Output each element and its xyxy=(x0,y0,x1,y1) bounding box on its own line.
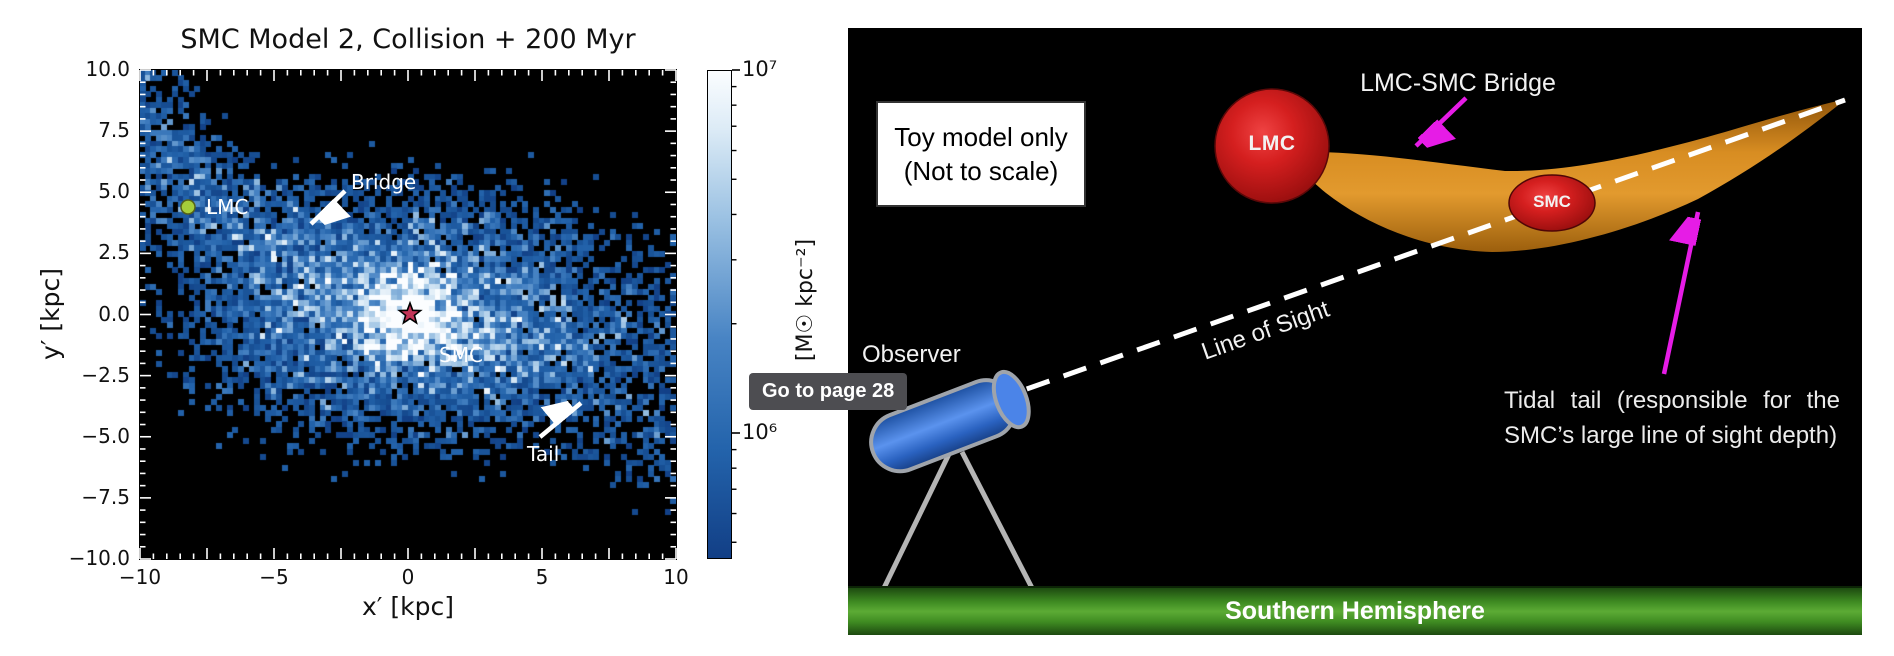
smc-sphere-label: SMC xyxy=(1533,192,1571,211)
go-to-page-tooltip[interactable]: Go to page 28 xyxy=(749,373,908,410)
southern-hemisphere-label: Southern Hemisphere xyxy=(1225,597,1485,625)
x-tick-label: 0 xyxy=(401,565,415,589)
plot-title: SMC Model 2, Collision + 200 Myr xyxy=(180,24,636,55)
y-tick-label: −7.5 xyxy=(81,484,130,509)
y-tick-label: −2.5 xyxy=(81,362,130,387)
y-tick-label: 2.5 xyxy=(98,240,130,265)
y-tick-label: 10.0 xyxy=(85,57,130,81)
x-tick-label: 10 xyxy=(663,565,689,589)
colorbar xyxy=(707,70,732,559)
lmc-sphere-label: LMC xyxy=(1248,132,1296,155)
density-heatmap-canvas xyxy=(140,70,676,559)
note-line-1: Toy model only xyxy=(894,121,1068,152)
tail-annotation-label: Tail xyxy=(527,442,560,466)
y-tick-label: 7.5 xyxy=(98,118,130,143)
y-tick-label: 0.0 xyxy=(98,301,130,326)
toy-model-note-box: Toy model only (Not to scale) xyxy=(876,101,1086,207)
x-tick-label: −10 xyxy=(118,565,162,589)
y-tick-label: −10.0 xyxy=(68,546,130,570)
x-tick-label: 5 xyxy=(535,565,549,589)
x-tick-label: −5 xyxy=(259,565,289,589)
lmc-annotation-label: LMC xyxy=(206,195,249,219)
colorbar-max-label: 10⁷ xyxy=(742,57,778,81)
x-axis-label: x′ [kpc] xyxy=(361,592,455,621)
density-plot xyxy=(139,69,677,560)
colorbar-ticks xyxy=(732,69,740,543)
y-tick-label: 5.0 xyxy=(98,179,130,204)
observer-label: Observer xyxy=(862,341,961,368)
southern-hemisphere-bar: Southern Hemisphere xyxy=(848,586,1862,635)
y-tick-label: −5.0 xyxy=(81,423,130,448)
colorbar-min-label: 10⁶ xyxy=(742,420,778,444)
note-line-2: (Not to scale) xyxy=(903,156,1059,186)
bridge-diagram-label: LMC-SMC Bridge xyxy=(1360,69,1556,97)
tidal-tail-caption: Tidal tail (responsible for the SMC’s la… xyxy=(1504,387,1840,449)
smc-annotation-label: SMC xyxy=(439,343,483,367)
bridge-annotation-label: Bridge xyxy=(351,170,417,194)
